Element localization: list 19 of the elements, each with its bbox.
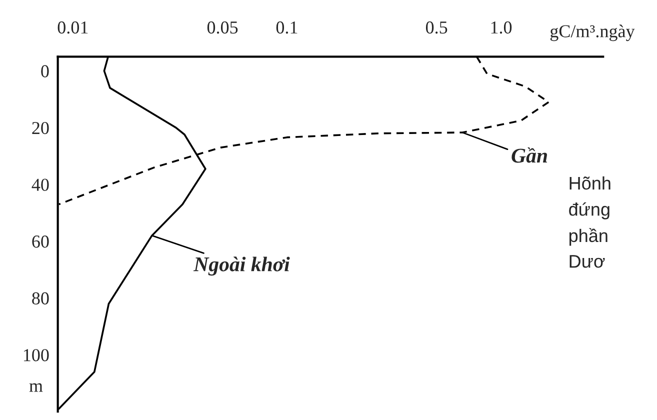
y-tick-label: 80 [32,292,49,304]
x-tick-label: 0.5 [426,21,448,34]
y-tick-label: 0 [41,65,49,78]
annotation: Gần [512,147,548,163]
y-tick-label: 100 [24,349,49,362]
annotation: đứng [569,202,610,220]
y-tick-label: 20 [32,122,49,134]
annotation: phần [569,228,608,246]
x-axis-title: gC/m³.ngày [550,24,635,42]
y-tick-label: 40 [32,178,49,191]
x-tick-label: 1.0 [491,21,512,34]
x-tick-label: 0.01 [58,21,88,34]
annotation: Hõnh [570,176,610,190]
y-tick-label: 60 [32,236,49,248]
x-tick-label: 0.1 [276,21,298,34]
y-axis-title: m [29,383,43,392]
annotation: Dươ [570,255,605,268]
annotation: Ngoài khơi [193,256,290,276]
x-tick-label: 0.05 [207,21,238,34]
